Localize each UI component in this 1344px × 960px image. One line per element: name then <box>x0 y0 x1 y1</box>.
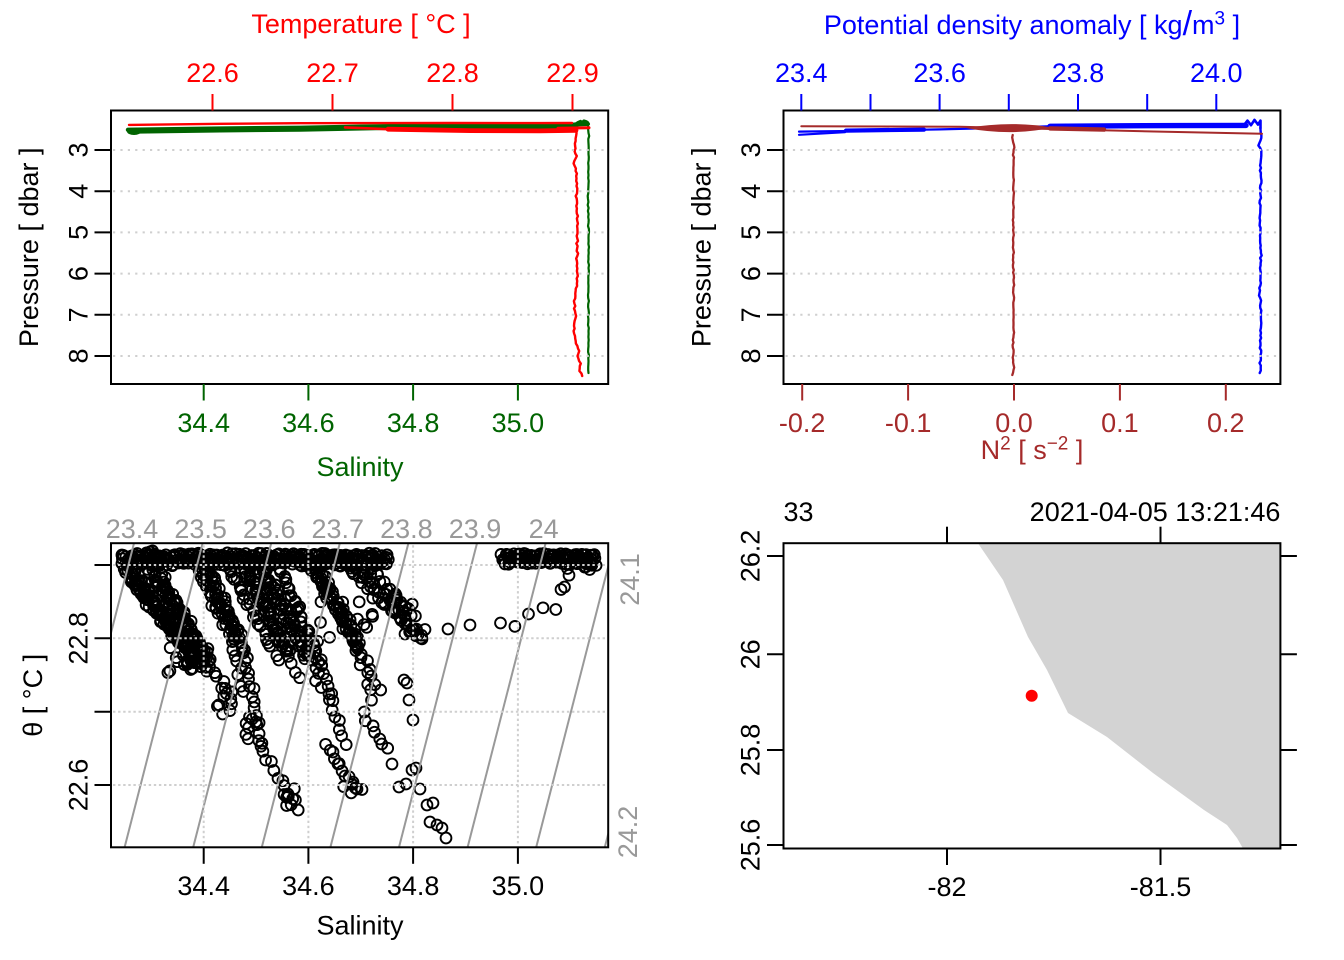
svg-text:5: 5 <box>736 225 766 240</box>
svg-text:-0.1: -0.1 <box>885 408 932 438</box>
svg-text:25.8: 25.8 <box>736 724 766 777</box>
svg-text:4: 4 <box>736 184 766 199</box>
svg-text:22.9: 22.9 <box>546 58 599 88</box>
svg-text:23.4: 23.4 <box>106 514 159 544</box>
svg-text:22.7: 22.7 <box>306 58 359 88</box>
svg-text:34.6: 34.6 <box>282 871 335 901</box>
svg-text:4: 4 <box>64 184 94 199</box>
svg-text:3: 3 <box>736 142 766 157</box>
svg-text:24.1: 24.1 <box>615 553 645 606</box>
svg-text:8: 8 <box>736 348 766 363</box>
svg-text:θ [ °C ]: θ [ °C ] <box>18 654 48 737</box>
svg-text:Salinity: Salinity <box>316 911 404 941</box>
svg-text:6: 6 <box>736 266 766 281</box>
svg-text:24.2: 24.2 <box>613 806 643 859</box>
svg-text:23.8: 23.8 <box>380 514 433 544</box>
svg-text:6: 6 <box>64 266 94 281</box>
svg-text:22.6: 22.6 <box>186 58 239 88</box>
svg-text:Potential density anomaly [ kg: Potential density anomaly [ kg/m3 ] <box>824 5 1240 43</box>
svg-text:34.4: 34.4 <box>177 871 230 901</box>
svg-text:26.2: 26.2 <box>736 530 766 583</box>
svg-text:23.8: 23.8 <box>1052 58 1105 88</box>
svg-text:2021-04-05 13:21:46: 2021-04-05 13:21:46 <box>1030 497 1281 527</box>
svg-text:23.5: 23.5 <box>174 514 227 544</box>
svg-text:24.0: 24.0 <box>1190 58 1243 88</box>
svg-text:-0.2: -0.2 <box>779 408 826 438</box>
svg-text:-81.5: -81.5 <box>1130 872 1192 902</box>
svg-text:Pressure [ dbar ]: Pressure [ dbar ] <box>14 148 44 348</box>
svg-text:34.8: 34.8 <box>387 871 440 901</box>
svg-text:22.6: 22.6 <box>64 759 94 812</box>
svg-text:34.4: 34.4 <box>177 408 230 438</box>
svg-text:0.0: 0.0 <box>995 408 1033 438</box>
svg-text:35.0: 35.0 <box>492 871 545 901</box>
svg-text:8: 8 <box>64 348 94 363</box>
svg-text:22.8: 22.8 <box>64 612 94 665</box>
svg-text:35.0: 35.0 <box>492 408 545 438</box>
svg-text:3: 3 <box>64 142 94 157</box>
svg-text:34.8: 34.8 <box>387 408 440 438</box>
svg-text:5: 5 <box>64 225 94 240</box>
svg-text:-82: -82 <box>927 872 966 902</box>
svg-text:0.2: 0.2 <box>1207 408 1245 438</box>
svg-text:23.9: 23.9 <box>449 514 502 544</box>
svg-text:0.1: 0.1 <box>1101 408 1139 438</box>
svg-text:22.8: 22.8 <box>426 58 479 88</box>
svg-text:23.6: 23.6 <box>913 58 966 88</box>
svg-text:Pressure [ dbar ]: Pressure [ dbar ] <box>687 148 717 348</box>
svg-text:Temperature [ °C ]: Temperature [ °C ] <box>251 9 470 39</box>
svg-text:N2 [ s−2 ]: N2 [ s−2 ] <box>981 434 1084 466</box>
svg-text:34.6: 34.6 <box>282 408 335 438</box>
svg-text:23.6: 23.6 <box>243 514 296 544</box>
svg-text:33: 33 <box>784 497 814 527</box>
svg-text:23.4: 23.4 <box>775 58 828 88</box>
svg-text:7: 7 <box>736 307 766 322</box>
svg-text:24: 24 <box>529 514 559 544</box>
svg-text:Salinity: Salinity <box>316 452 404 482</box>
svg-text:25.6: 25.6 <box>736 819 766 872</box>
svg-text:7: 7 <box>64 307 94 322</box>
svg-text:26: 26 <box>736 639 766 669</box>
svg-text:23.7: 23.7 <box>312 514 365 544</box>
